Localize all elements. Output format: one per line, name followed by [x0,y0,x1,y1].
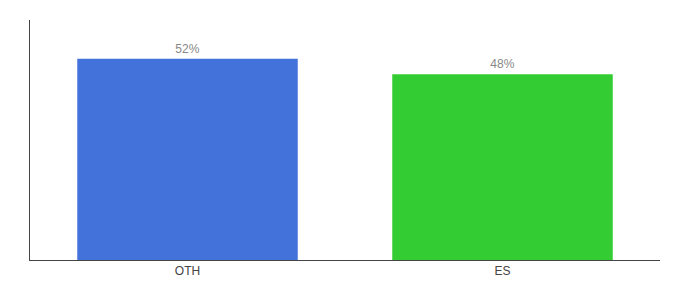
svg-text:48%: 48% [490,57,514,71]
svg-text:OTH: OTH [175,264,200,278]
svg-text:ES: ES [494,264,510,278]
svg-text:52%: 52% [175,42,199,56]
